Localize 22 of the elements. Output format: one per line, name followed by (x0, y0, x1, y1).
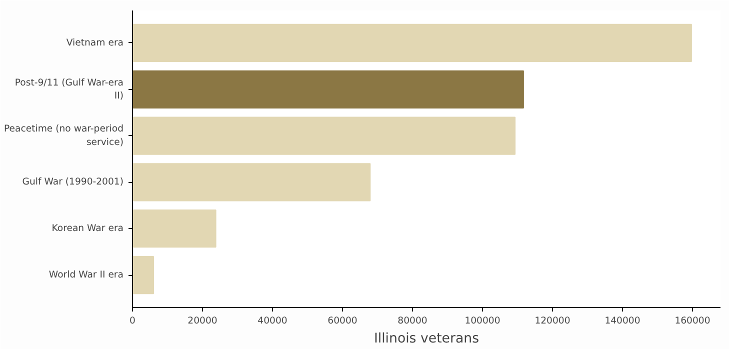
x-tick-label: 20000 (188, 316, 218, 326)
x-axis-title: Illinois veterans (374, 332, 480, 346)
y-tick-label: Vietnam era (66, 37, 124, 48)
bar (132, 116, 516, 155)
x-tick-label: 60000 (328, 316, 358, 326)
x-tick-label: 160000 (674, 316, 710, 326)
y-tick-label: Peacetime (no war-period service) (4, 124, 124, 148)
x-tick-label: 100000 (464, 316, 500, 326)
x-tick-label: 0 (130, 316, 136, 326)
y-tick-label: Korean War era (52, 223, 124, 234)
y-tick-label: Post-9/11 (Gulf War-era II) (14, 77, 124, 102)
x-tick-label: 80000 (398, 316, 428, 326)
bar (132, 70, 524, 108)
bar (132, 24, 692, 62)
y-tick-label: Gulf War (1990-2001) (22, 176, 124, 188)
bar (132, 210, 216, 248)
bar (132, 163, 371, 202)
y-tick-label: World War II era (48, 270, 124, 281)
bar (132, 256, 154, 294)
x-tick-label: 120000 (534, 316, 570, 326)
x-tick-label: 140000 (604, 316, 640, 326)
x-tick-label: 40000 (258, 316, 288, 326)
